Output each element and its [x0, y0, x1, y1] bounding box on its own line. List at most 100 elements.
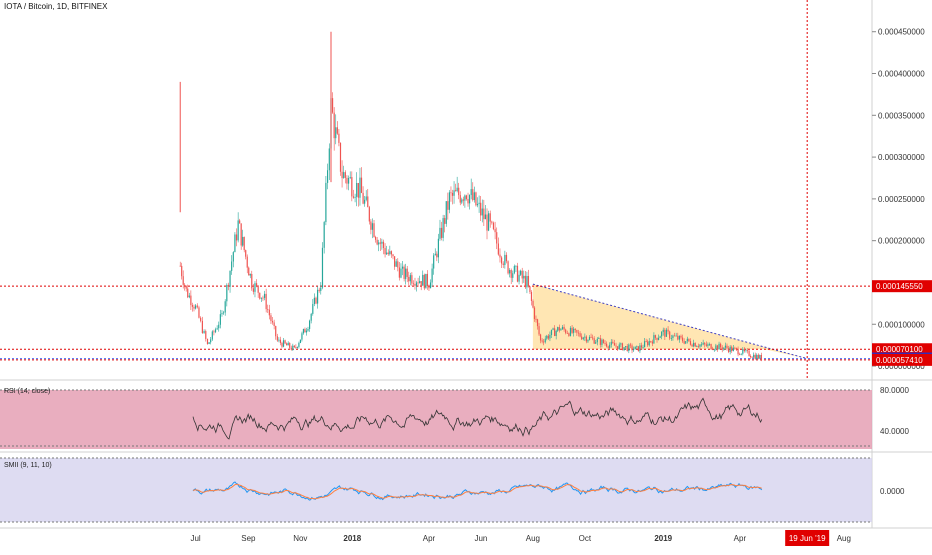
- candle-body: [387, 252, 389, 255]
- candle-body: [620, 343, 622, 345]
- price-tick-label: 0.000100000: [878, 320, 925, 329]
- candle-body: [489, 213, 491, 222]
- candle-body: [343, 172, 345, 179]
- candle-body: [650, 341, 652, 342]
- candle-body: [229, 270, 231, 287]
- candle-body: [735, 348, 738, 349]
- candle-body: [409, 275, 411, 282]
- candle-body: [227, 284, 230, 287]
- candle-body: [618, 344, 620, 350]
- candle-body: [226, 284, 228, 302]
- candle-body: [520, 270, 522, 275]
- candle-body: [286, 343, 288, 346]
- candle-body: [708, 344, 711, 345]
- candle-body: [712, 349, 714, 351]
- candle-body: [224, 301, 226, 313]
- candle-body: [426, 273, 429, 287]
- candle-body: [194, 305, 197, 309]
- candle-body: [395, 261, 397, 267]
- candle-body: [588, 336, 591, 340]
- candle-body: [373, 223, 375, 237]
- rsi-tick-label: 80.0000: [880, 386, 909, 395]
- candle-body: [642, 347, 644, 348]
- candle-body: [371, 223, 374, 230]
- candle-body: [484, 214, 487, 220]
- candle-body: [445, 201, 447, 224]
- candle-body: [645, 341, 647, 343]
- candle-body: [584, 336, 586, 338]
- price-tick-label: 0.000350000: [878, 111, 925, 120]
- candle-body: [456, 187, 458, 192]
- candle-body: [419, 281, 421, 284]
- candle-body: [681, 337, 684, 342]
- x-tick-label: Aug: [837, 534, 851, 543]
- candle-body: [743, 349, 745, 352]
- candle-body: [257, 285, 259, 293]
- candle-body: [563, 326, 565, 330]
- candle-body: [680, 335, 682, 338]
- price-level-label-bg: [872, 280, 932, 293]
- candle-body: [496, 232, 498, 244]
- candle-body: [464, 195, 466, 201]
- candle-body: [499, 254, 501, 258]
- candle-body: [451, 192, 454, 196]
- candle-body: [357, 182, 359, 198]
- candle-body: [543, 341, 545, 343]
- candle-body: [313, 297, 315, 304]
- candle-body: [214, 329, 217, 333]
- candle-body: [574, 328, 576, 330]
- symbol-title: IOTA / Bitcoin, 1D, BITFINEX: [4, 2, 108, 11]
- candle-body: [605, 343, 608, 347]
- candle-body: [298, 342, 300, 347]
- candle-body: [292, 345, 294, 350]
- candle-body: [323, 222, 325, 248]
- candle-body: [527, 275, 530, 287]
- candle-body: [301, 333, 303, 340]
- x-tick-label: Apr: [734, 534, 747, 543]
- candle-body: [727, 348, 730, 352]
- candle-body: [483, 208, 485, 220]
- candle-body: [571, 327, 573, 333]
- candle-body: [436, 253, 438, 258]
- candle-body: [321, 247, 324, 288]
- candle-body: [263, 293, 266, 298]
- candle-body: [581, 336, 583, 340]
- candle-body: [577, 332, 580, 334]
- candle-body: [636, 346, 638, 348]
- candle-body: [295, 347, 297, 348]
- candle-body: [473, 192, 475, 201]
- candle-body: [354, 196, 356, 198]
- candle-body: [218, 324, 220, 329]
- candle-body: [653, 335, 655, 344]
- candle-body: [461, 199, 463, 203]
- candle-body: [239, 220, 241, 224]
- candle-body: [252, 288, 254, 292]
- candle-body: [654, 335, 657, 338]
- candle-body: [181, 265, 183, 277]
- candle-body: [657, 337, 660, 340]
- candle-body: [200, 317, 202, 321]
- candle-body: [259, 292, 261, 299]
- candle-body: [547, 335, 549, 339]
- candle-body: [634, 346, 636, 350]
- candle-body: [737, 348, 739, 355]
- candle-body: [640, 345, 643, 348]
- candle-body: [290, 347, 292, 350]
- candle-body: [576, 329, 578, 333]
- candle-body: [748, 350, 750, 357]
- candle-body: [331, 98, 334, 113]
- candle-body: [702, 342, 704, 345]
- candle-body: [750, 356, 752, 358]
- candle-body: [592, 337, 594, 339]
- candle-body: [260, 297, 262, 299]
- candle-body: [219, 314, 221, 325]
- candle-body: [338, 133, 340, 143]
- candle-body: [539, 334, 542, 341]
- candle-body: [610, 341, 612, 345]
- candle-body: [208, 342, 210, 345]
- candle-body: [364, 199, 366, 204]
- candle-body: [308, 320, 311, 329]
- candle-body: [389, 251, 391, 255]
